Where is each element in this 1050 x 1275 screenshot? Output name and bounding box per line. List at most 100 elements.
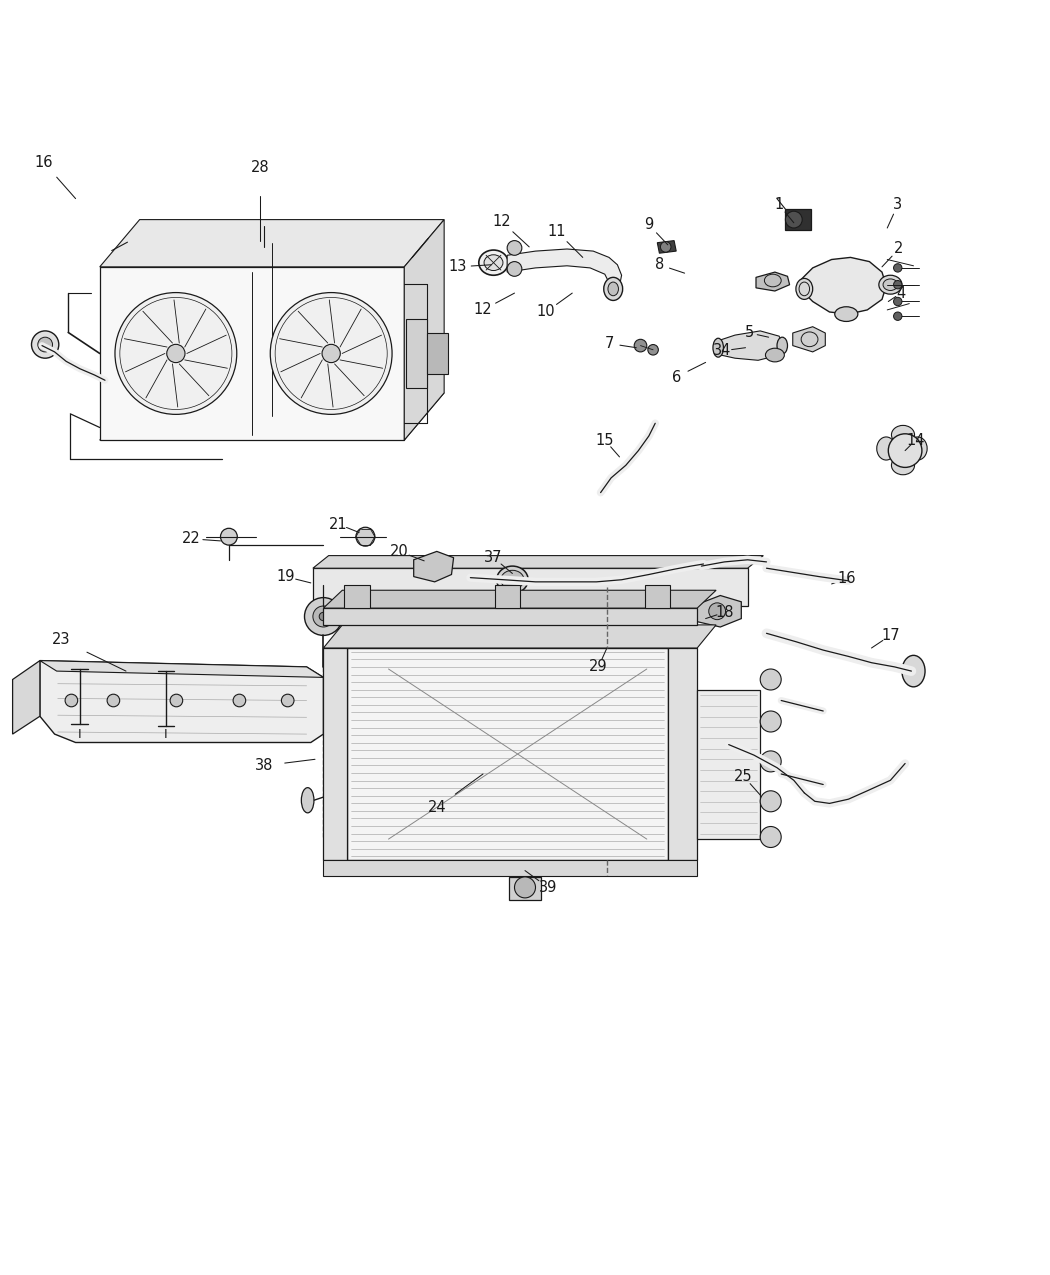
Ellipse shape bbox=[713, 338, 723, 357]
Circle shape bbox=[634, 339, 647, 352]
Polygon shape bbox=[100, 266, 404, 440]
Polygon shape bbox=[313, 569, 748, 606]
Circle shape bbox=[322, 344, 340, 362]
Circle shape bbox=[660, 242, 671, 252]
Circle shape bbox=[319, 612, 328, 621]
Polygon shape bbox=[668, 648, 697, 861]
Text: 25: 25 bbox=[734, 769, 753, 784]
Circle shape bbox=[760, 711, 781, 732]
Circle shape bbox=[32, 332, 59, 358]
Text: 39: 39 bbox=[539, 880, 558, 895]
Polygon shape bbox=[414, 551, 454, 581]
Circle shape bbox=[281, 694, 294, 706]
Polygon shape bbox=[507, 249, 622, 293]
Polygon shape bbox=[313, 556, 763, 569]
Text: 13: 13 bbox=[448, 259, 467, 274]
Polygon shape bbox=[693, 595, 741, 627]
Text: 6: 6 bbox=[672, 370, 680, 385]
Text: 1: 1 bbox=[775, 198, 783, 213]
Polygon shape bbox=[323, 606, 344, 629]
Bar bbox=[509, 877, 541, 900]
Circle shape bbox=[894, 264, 902, 272]
Ellipse shape bbox=[777, 337, 788, 354]
Circle shape bbox=[894, 297, 902, 306]
Circle shape bbox=[648, 344, 658, 354]
Ellipse shape bbox=[908, 437, 927, 460]
Circle shape bbox=[328, 611, 340, 623]
Text: 11: 11 bbox=[547, 223, 566, 238]
Text: 15: 15 bbox=[595, 432, 614, 448]
Circle shape bbox=[894, 312, 902, 320]
Ellipse shape bbox=[877, 437, 896, 460]
Circle shape bbox=[170, 694, 183, 706]
Circle shape bbox=[107, 694, 120, 706]
Polygon shape bbox=[716, 332, 783, 361]
Circle shape bbox=[233, 694, 246, 706]
Text: 5: 5 bbox=[746, 325, 754, 340]
Bar bbox=[785, 209, 811, 230]
Text: 38: 38 bbox=[255, 759, 274, 773]
Polygon shape bbox=[40, 660, 323, 742]
Ellipse shape bbox=[796, 278, 813, 300]
Polygon shape bbox=[323, 861, 697, 876]
Text: 16: 16 bbox=[35, 156, 54, 171]
Polygon shape bbox=[100, 393, 444, 440]
Polygon shape bbox=[657, 241, 676, 254]
Polygon shape bbox=[323, 648, 346, 861]
Text: 16: 16 bbox=[837, 571, 856, 587]
Circle shape bbox=[270, 292, 392, 414]
Polygon shape bbox=[793, 326, 825, 352]
Circle shape bbox=[760, 669, 781, 690]
Circle shape bbox=[114, 292, 236, 414]
Text: 9: 9 bbox=[645, 217, 653, 232]
Text: 4: 4 bbox=[897, 286, 905, 301]
Ellipse shape bbox=[479, 250, 508, 275]
Ellipse shape bbox=[765, 348, 784, 362]
Circle shape bbox=[220, 528, 237, 546]
Text: 29: 29 bbox=[589, 659, 608, 674]
Polygon shape bbox=[13, 660, 40, 734]
Text: 28: 28 bbox=[251, 159, 270, 175]
Text: 12: 12 bbox=[492, 214, 511, 230]
Ellipse shape bbox=[604, 278, 623, 301]
Circle shape bbox=[356, 528, 375, 546]
Ellipse shape bbox=[835, 307, 858, 321]
Text: 10: 10 bbox=[537, 305, 555, 320]
Circle shape bbox=[888, 434, 922, 468]
Text: 17: 17 bbox=[881, 627, 900, 643]
Text: 8: 8 bbox=[655, 258, 664, 273]
Ellipse shape bbox=[879, 275, 902, 295]
Polygon shape bbox=[323, 608, 697, 625]
Text: 3: 3 bbox=[894, 198, 902, 213]
Polygon shape bbox=[373, 606, 394, 629]
Circle shape bbox=[304, 598, 342, 635]
Circle shape bbox=[167, 344, 185, 362]
Circle shape bbox=[507, 241, 522, 255]
Text: I: I bbox=[164, 728, 168, 741]
Polygon shape bbox=[645, 585, 670, 608]
Text: 22: 22 bbox=[182, 532, 201, 546]
Polygon shape bbox=[427, 333, 448, 375]
Circle shape bbox=[514, 877, 536, 898]
Text: 2: 2 bbox=[895, 241, 903, 256]
Text: 19: 19 bbox=[276, 569, 295, 584]
Polygon shape bbox=[800, 258, 886, 314]
Circle shape bbox=[313, 606, 334, 627]
Text: 18: 18 bbox=[715, 604, 734, 620]
Circle shape bbox=[507, 261, 522, 277]
Polygon shape bbox=[40, 660, 323, 677]
Text: 37: 37 bbox=[484, 551, 503, 565]
Circle shape bbox=[377, 611, 390, 623]
Circle shape bbox=[709, 603, 726, 620]
Polygon shape bbox=[100, 219, 444, 266]
Circle shape bbox=[760, 751, 781, 771]
Text: 23: 23 bbox=[51, 632, 70, 648]
Polygon shape bbox=[406, 319, 427, 388]
Ellipse shape bbox=[883, 279, 898, 291]
Polygon shape bbox=[404, 219, 444, 440]
Ellipse shape bbox=[891, 456, 915, 474]
Polygon shape bbox=[697, 690, 760, 839]
Ellipse shape bbox=[484, 255, 503, 270]
Ellipse shape bbox=[902, 655, 925, 687]
Polygon shape bbox=[664, 606, 685, 629]
